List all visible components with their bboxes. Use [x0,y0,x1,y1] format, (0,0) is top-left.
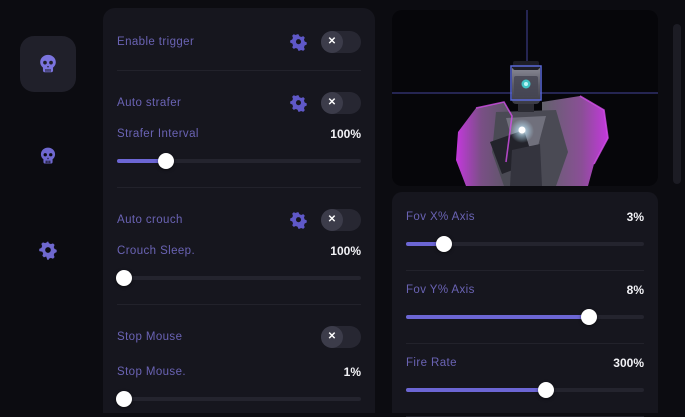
feature-row-auto-crouch: Auto crouch ✕ [117,202,361,238]
slider-row-strafer-interval: Strafer Interval 100% [117,127,361,169]
divider [406,343,644,344]
slider-value: 1% [343,365,361,379]
slider-track[interactable] [117,159,361,163]
toggle-switch[interactable]: ✕ [321,209,361,231]
slider[interactable] [406,382,644,398]
slider-fill [117,159,166,163]
toggle-knob: ✕ [321,92,343,114]
slider-thumb[interactable] [436,236,453,252]
slider-thumb[interactable] [116,391,133,407]
x-icon: ✕ [327,331,337,342]
slider[interactable] [116,391,361,407]
toggle-knob: ✕ [321,326,343,348]
slider-value: 100% [330,244,361,258]
slider-row-crouch-sleep: Crouch Sleep. 100% [116,244,361,286]
gear-icon[interactable] [287,31,309,53]
slider-label: Fire Rate [406,357,457,369]
slider-row-fov-y: Fov Y% Axis 8% [406,283,644,325]
slider-label: Crouch Sleep. [117,245,196,257]
slider-fill [406,388,547,392]
scrollbar[interactable] [673,24,681,184]
slider-track[interactable] [117,276,361,280]
slider-thumb[interactable] [116,270,133,286]
feature-row-stop-mouse: Stop Mouse ✕ [117,319,361,355]
slider-fill [406,315,590,319]
toggle-switch[interactable]: ✕ [321,92,361,114]
slider[interactable] [406,309,644,325]
model-viewer [392,10,658,186]
slider-label: Strafer Interval [117,128,199,140]
divider [117,70,361,71]
divider [117,304,361,305]
slider-fill [406,242,445,246]
feature-row-enable-trigger: Enable trigger ✕ [117,24,361,60]
slider[interactable] [117,153,361,169]
slider-label: Fov Y% Axis [406,284,475,296]
slider-value: 3% [626,210,644,224]
slider-row-stop-mouse: Stop Mouse. 1% [116,365,361,407]
slider-track[interactable] [117,397,361,401]
feature-label: Auto crouch [117,214,183,226]
x-icon: ✕ [327,36,337,47]
sidebar-item-rage[interactable] [20,128,76,184]
x-icon: ✕ [327,214,337,225]
robot-model [392,10,658,186]
features-panel: Enable trigger ✕ Auto strafer ✕ [103,8,375,413]
skull-icon [38,146,58,166]
sidebar-item-settings[interactable] [20,222,76,278]
aim-panel: Fov X% Axis 3% Fov Y% Axis 8% [392,192,658,417]
slider-value: 100% [330,127,361,141]
slider-label: Stop Mouse. [117,366,186,378]
slider-value: 8% [626,283,644,297]
gear-icon[interactable] [287,92,309,114]
toggle-switch[interactable]: ✕ [321,31,361,53]
slider[interactable] [406,236,644,252]
toggle-switch[interactable]: ✕ [321,326,361,348]
slider-thumb[interactable] [157,153,174,169]
gear-icon [38,240,58,260]
x-icon: ✕ [327,97,337,108]
divider [406,270,644,271]
toggle-knob: ✕ [321,31,343,53]
slider-thumb[interactable] [538,382,555,398]
slider-label: Fov X% Axis [406,211,475,223]
slider-thumb[interactable] [581,309,598,325]
slider-row-fire-rate: Fire Rate 300% [406,356,644,398]
divider [117,187,361,188]
sidebar-item-trigger[interactable] [19,36,76,92]
slider[interactable] [116,270,361,286]
skull-icon [37,53,59,75]
toggle-knob: ✕ [321,209,343,231]
gear-icon[interactable] [287,209,309,231]
feature-label: Stop Mouse [117,331,183,343]
head-target-box [510,65,542,101]
slider-row-fov-x: Fov X% Axis 3% [406,210,644,252]
feature-label: Enable trigger [117,36,195,48]
feature-label: Auto strafer [117,97,182,109]
slider-track[interactable] [406,242,644,246]
feature-row-auto-strafer: Auto strafer ✕ [117,85,361,121]
sidebar [0,0,95,413]
slider-value: 300% [613,356,644,370]
